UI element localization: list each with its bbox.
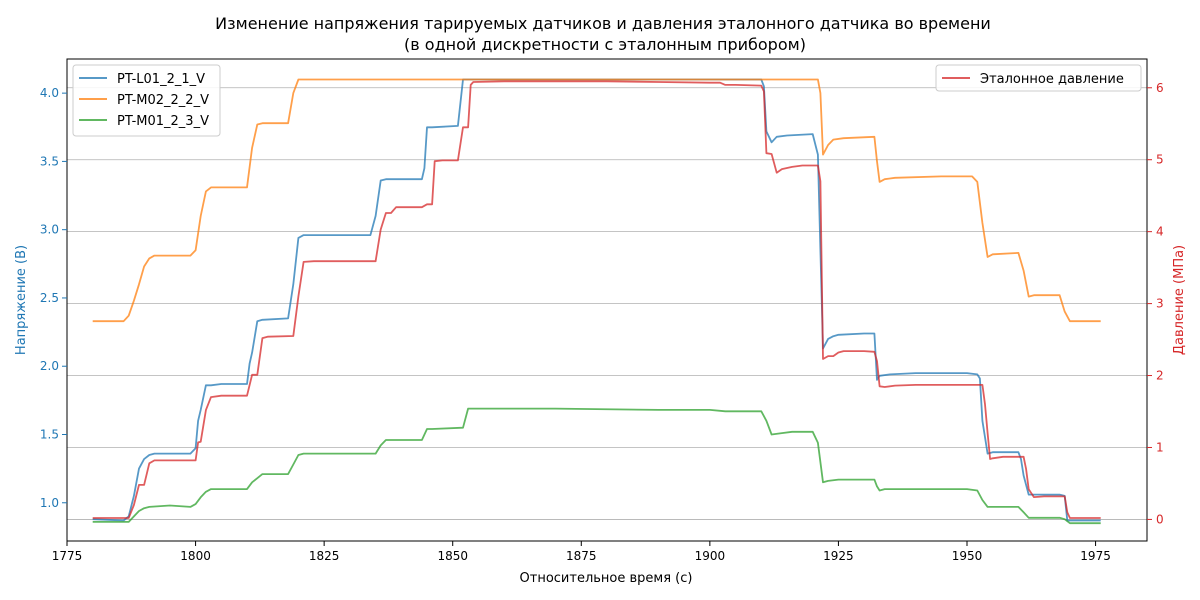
x-tick-label-7: 1950 bbox=[952, 549, 983, 563]
x-tick-label-0: 1775 bbox=[52, 549, 83, 563]
y-right-tick-label-4: 4 bbox=[1156, 225, 1164, 239]
series-layer bbox=[92, 78, 1101, 525]
y-right-tick-label-5: 5 bbox=[1156, 153, 1164, 167]
y-right-axis-label: Давление (МПа) bbox=[1172, 245, 1187, 355]
y-left-axis-label: Напряжение (В) bbox=[14, 245, 29, 355]
series-line-reference-pressure bbox=[92, 80, 1101, 519]
y-left-tick-label-2: 2.0 bbox=[40, 359, 59, 373]
y-right-axis: 0 1 2 3 4 5 6 bbox=[1147, 81, 1164, 526]
legend-label-PT-M02_2_2_V: PT-M02_2_2_V bbox=[117, 93, 209, 108]
x-tick-label-6: 1925 bbox=[823, 549, 854, 563]
series-line-PT-L01_2_1_V bbox=[92, 78, 1101, 522]
legend-label-PT-M01_2_3_V: PT-M01_2_3_V bbox=[117, 114, 209, 129]
chart-title-line1: Изменение напряжения тарируемых датчиков… bbox=[215, 14, 991, 33]
x-tick-label-4: 1875 bbox=[566, 549, 597, 563]
y-right-tick-label-0: 0 bbox=[1156, 512, 1164, 526]
legend-right: Эталонное давление bbox=[935, 64, 1142, 92]
legend-left-box bbox=[72, 64, 221, 137]
x-tick-label-1: 1800 bbox=[180, 549, 211, 563]
y-left-tick-label-5: 3.5 bbox=[40, 154, 59, 168]
y-right-tick-label-3: 3 bbox=[1156, 297, 1164, 311]
y-left-tick-label-1: 1.5 bbox=[40, 427, 59, 441]
chart-title-line2: (в одной дискретности с эталонным прибор… bbox=[404, 35, 806, 54]
legend-label-PT-L01_2_1_V: PT-L01_2_1_V bbox=[117, 72, 205, 87]
grid-layer bbox=[67, 87, 1147, 520]
series-line-PT-M02_2_2_V bbox=[92, 78, 1101, 323]
plot-frame bbox=[66, 58, 1148, 542]
legend-left: PT-L01_2_1_V PT-M02_2_2_V PT-M01_2_3_V bbox=[72, 64, 221, 137]
x-tick-label-5: 1900 bbox=[695, 549, 726, 563]
x-axis: 1775 1800 1825 1850 1875 1900 1925 1950 1975 bbox=[52, 541, 1111, 563]
y-right-tick-label-6: 6 bbox=[1156, 81, 1164, 95]
y-left-tick-label-6: 4.0 bbox=[40, 86, 59, 100]
y-right-tick-label-2: 2 bbox=[1156, 369, 1164, 383]
y-right-tick-label-1: 1 bbox=[1156, 440, 1164, 454]
y-left-tick-label-3: 2.5 bbox=[40, 291, 59, 305]
y-left-tick-label-0: 1.0 bbox=[40, 496, 59, 510]
y-left-tick-label-4: 3.0 bbox=[40, 223, 59, 237]
x-tick-label-8: 1975 bbox=[1080, 549, 1111, 563]
x-axis-label: Относительное время (с) bbox=[520, 571, 693, 586]
x-tick-label-2: 1825 bbox=[309, 549, 340, 563]
legend-label-reference-pressure: Эталонное давление bbox=[980, 72, 1124, 87]
series-line-PT-M01_2_3_V bbox=[92, 407, 1101, 525]
y-left-axis: 1.0 1.5 2.0 2.5 3.0 3.5 4.0 bbox=[40, 86, 67, 510]
legend-right-box bbox=[935, 64, 1142, 92]
x-tick-label-3: 1850 bbox=[437, 549, 468, 563]
